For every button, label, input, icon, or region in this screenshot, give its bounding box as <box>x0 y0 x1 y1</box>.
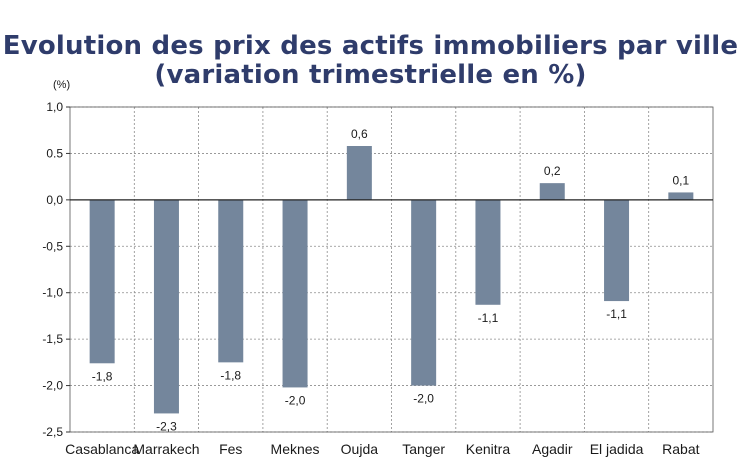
x-tick-label: Meknes <box>271 441 320 457</box>
x-tick-label: Marrakech <box>133 441 199 457</box>
bar-el-jadida <box>604 199 630 302</box>
bar-marrakech <box>153 199 179 414</box>
x-tick-label: Tanger <box>402 441 445 457</box>
data-label: 0,1 <box>673 173 690 187</box>
y-tick-label: -0,5 <box>42 239 63 253</box>
x-tick-label: Oujda <box>341 441 379 457</box>
data-label: -1,1 <box>478 311 499 325</box>
grid-lines <box>69 106 714 433</box>
y-tick-label: 0,0 <box>46 193 63 207</box>
x-tick-label: Casablanca <box>65 441 139 457</box>
data-label: -2,0 <box>413 392 434 406</box>
y-tick-label: -1,0 <box>42 286 63 300</box>
bar-kenitra <box>475 199 501 305</box>
data-label: -1,8 <box>92 369 113 383</box>
data-label: -1,1 <box>606 307 627 321</box>
x-tick-label: Agadir <box>532 441 573 457</box>
bar-tanger <box>411 199 437 386</box>
data-label: 0,2 <box>544 164 561 178</box>
bar-meknes <box>282 199 308 388</box>
bar-agadir <box>539 183 565 200</box>
x-tick-label: El jadida <box>590 441 644 457</box>
y-tick-label: 0.5 <box>46 146 63 160</box>
y-tick-label: -2,5 <box>42 425 63 439</box>
data-labels: -1,8 -2,3 -1,8 -2,0 0,6 -2,0 -1,1 0,2 -1,1 0,1 <box>92 127 690 433</box>
y-tick-label: 1,0 <box>46 100 63 114</box>
y-tick-labels: 1,0 0.5 0,0 -0,5 -1,0 -1,5 -2,0 -2,5 <box>42 100 63 439</box>
x-tick-label: Rabat <box>662 441 699 457</box>
bar-rabat <box>668 192 694 200</box>
y-tick-label: -1,5 <box>42 332 63 346</box>
chart-title-line-1: Evolution des prix des actifs immobilier… <box>2 31 739 61</box>
bars <box>89 146 694 414</box>
data-label: -1,8 <box>220 368 241 382</box>
bar-fes <box>218 199 244 363</box>
data-label: -2,0 <box>285 393 306 407</box>
data-label: 0,6 <box>351 127 368 141</box>
bar-oujda <box>346 146 372 200</box>
x-tick-label: Fes <box>219 441 242 457</box>
plot-frame <box>69 106 714 433</box>
data-label: -2,3 <box>156 419 177 433</box>
axes <box>66 106 713 433</box>
bar-casablanca <box>89 199 115 364</box>
y-axis-unit-label: (%) <box>53 79 70 91</box>
x-tick-label: Kenitra <box>466 441 511 457</box>
chart-title-line-2: (variation trimestrielle en %) <box>154 60 587 90</box>
y-tick-label: -2,0 <box>42 379 63 393</box>
